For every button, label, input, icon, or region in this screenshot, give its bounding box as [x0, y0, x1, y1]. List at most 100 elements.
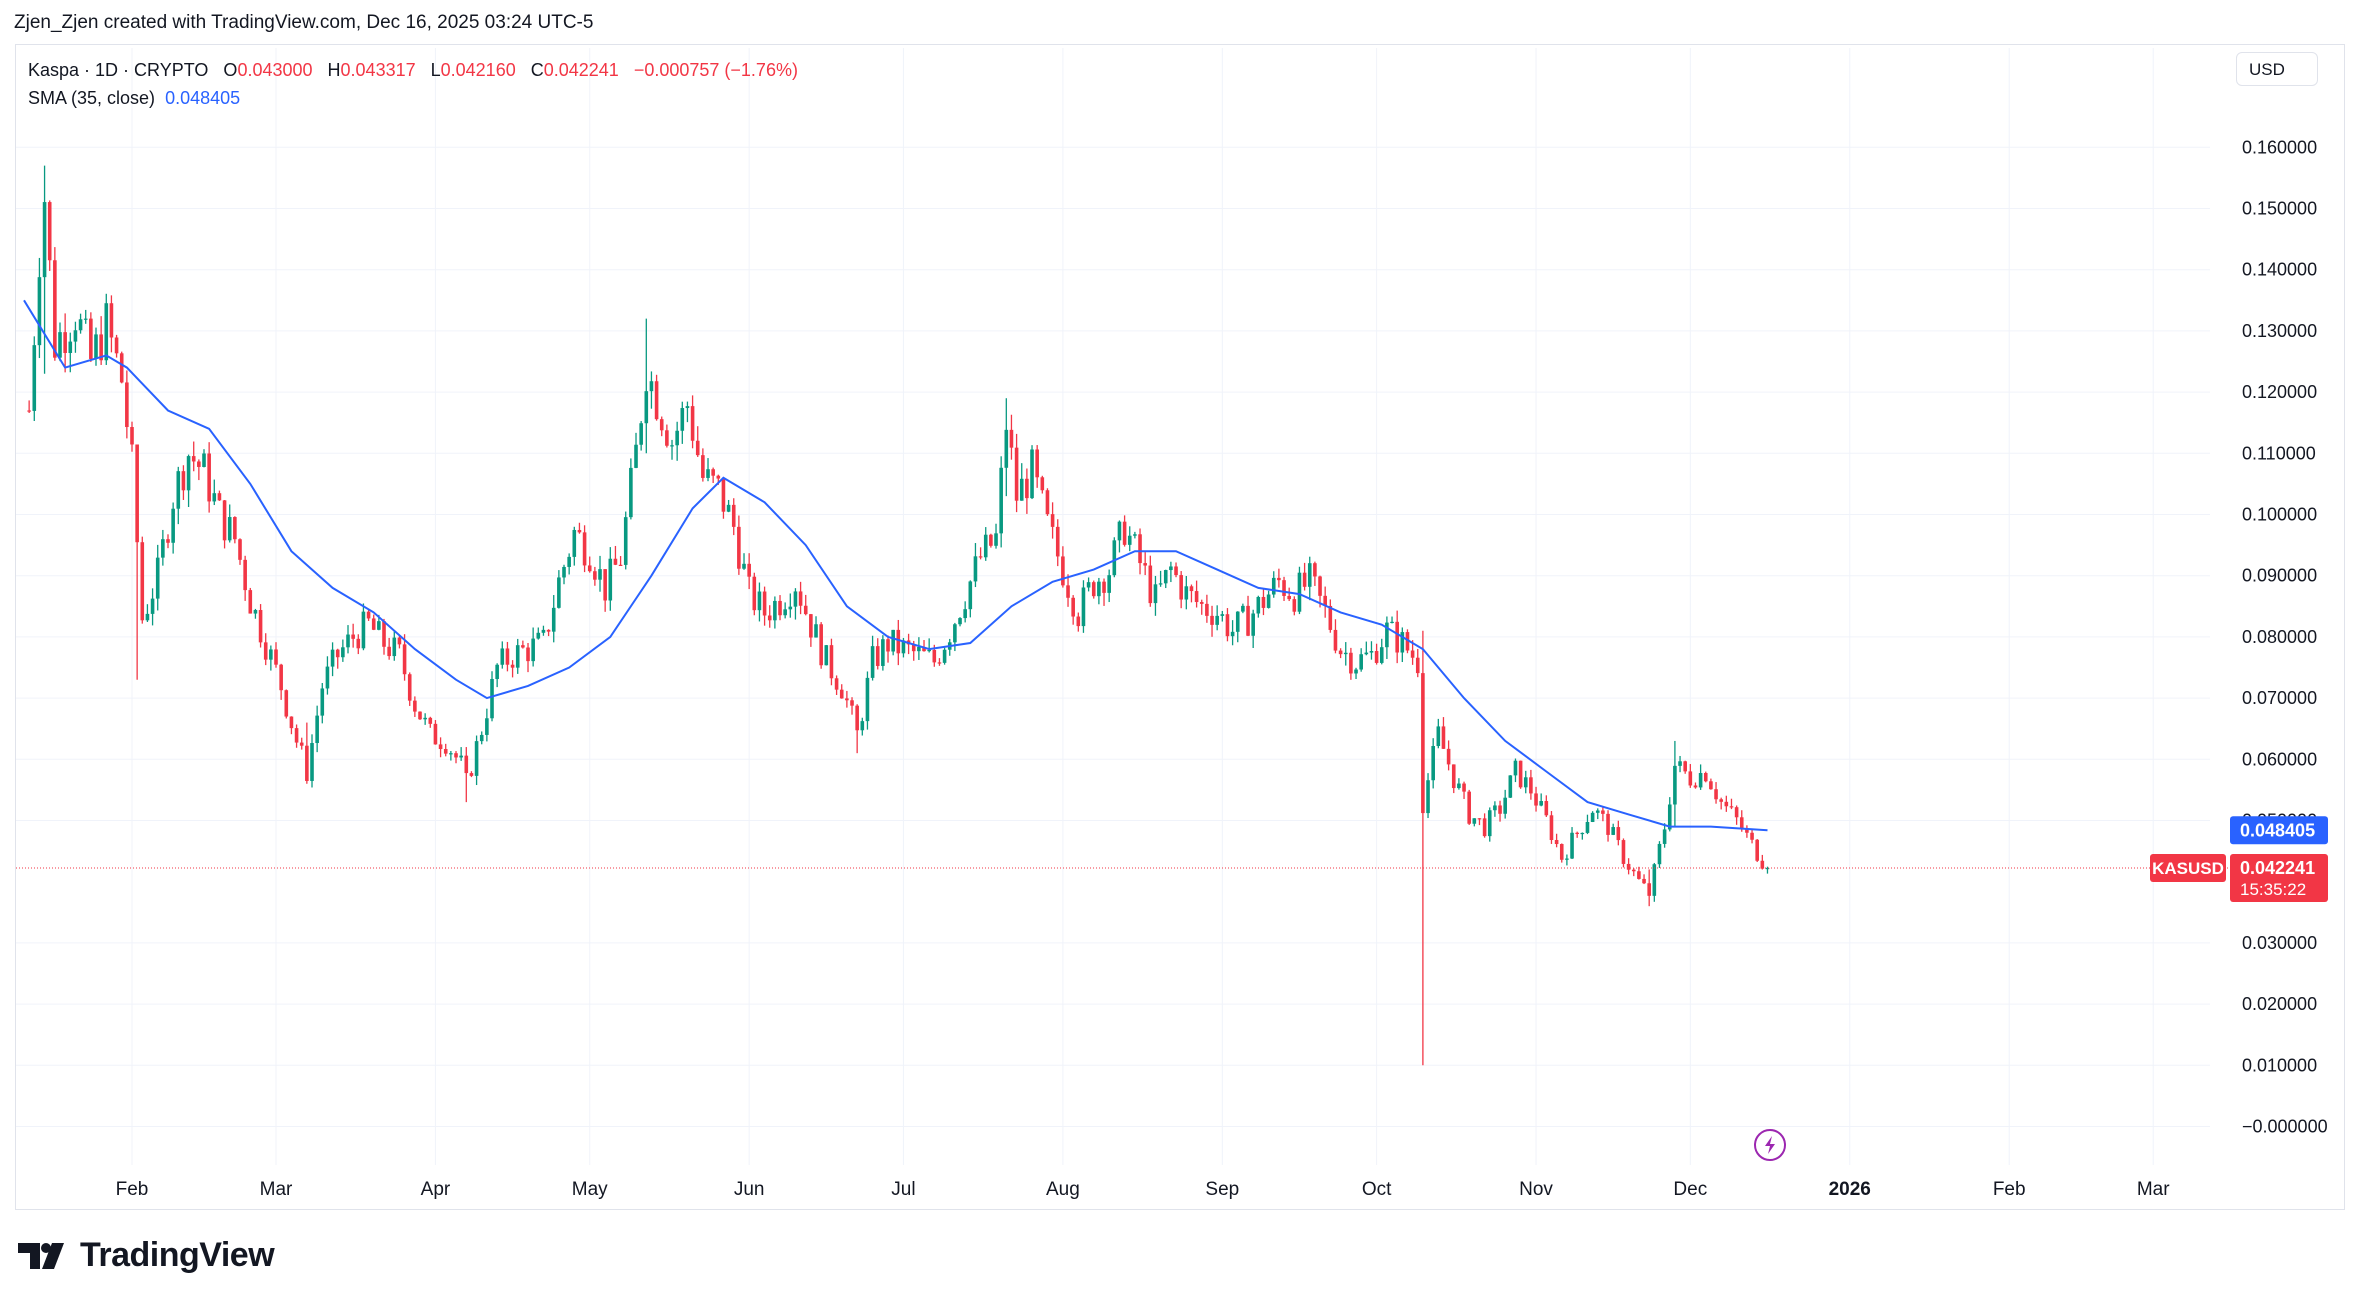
candle-body [392, 637, 397, 657]
candle-body [1205, 603, 1209, 616]
time-axis-label: Dec [1673, 1179, 1707, 1200]
candle-body [78, 319, 83, 331]
candle-body [423, 717, 427, 720]
ohlc-row: Kaspa · 1D · CRYPTO O0.043000 H0.043317 … [28, 56, 798, 84]
candle-body [690, 406, 695, 441]
candle-body [402, 644, 407, 675]
candle-body [670, 445, 674, 447]
candle-body [1595, 810, 1600, 813]
price-tick-label: 0.140000 [2242, 260, 2317, 280]
candle-body [1606, 813, 1610, 835]
candle-body [1318, 576, 1322, 596]
candle-body [433, 723, 438, 745]
candle-body [788, 606, 793, 610]
candle-body [1765, 867, 1770, 870]
candle-body [1040, 477, 1045, 491]
candle-body [819, 624, 823, 666]
candle-body [1709, 781, 1713, 790]
candle-body [1050, 514, 1055, 527]
candle-body [1508, 775, 1513, 798]
candle-body [119, 353, 124, 383]
candle-body [1570, 832, 1574, 859]
candle-body [860, 721, 865, 731]
candle-body [305, 745, 309, 781]
candle-body [428, 717, 433, 724]
candle-body [1194, 591, 1199, 603]
chart-pane[interactable] [15, 44, 2345, 1210]
candle-body [659, 419, 664, 431]
candle-body [927, 649, 931, 652]
high-label: H [327, 60, 341, 80]
candle-body [1292, 599, 1297, 612]
candle-body [593, 571, 597, 580]
candle-body [1436, 726, 1441, 747]
time-axis-label: 2026 [1829, 1179, 1871, 1200]
candle-body [202, 453, 206, 467]
candle-body [675, 430, 679, 446]
candle-body [1030, 449, 1034, 499]
candle-body [1225, 614, 1230, 637]
candle-body [1045, 490, 1050, 515]
candle-body [958, 618, 962, 625]
candle-body [870, 646, 875, 678]
candle-body [155, 557, 160, 599]
candle-body [145, 613, 150, 621]
candle-body [94, 334, 98, 359]
candle-body [104, 303, 109, 361]
symbol-title[interactable]: Kaspa · 1D · CRYPTO [28, 60, 209, 80]
candle-body [1467, 791, 1471, 824]
time-axis-label: Jul [891, 1179, 915, 1200]
symbol-badge-text: KASUSD [2152, 859, 2224, 878]
candle-body [99, 334, 103, 361]
candle-body [644, 391, 649, 424]
candle-body [557, 577, 561, 608]
candle-body [1379, 647, 1384, 663]
candle-body [778, 600, 782, 616]
candle-body [1493, 805, 1497, 811]
candle-body [623, 517, 628, 565]
candle-body [485, 718, 489, 735]
candle-body [464, 755, 469, 774]
candle-body [233, 517, 237, 540]
candle-body [1621, 840, 1626, 864]
candle-body [1657, 843, 1662, 865]
candle-body [1359, 654, 1363, 670]
candle-body [114, 337, 119, 354]
candle-body [618, 564, 623, 566]
candle-body [1014, 447, 1019, 501]
candle-body [1590, 812, 1595, 822]
candle-body [845, 698, 849, 701]
candle-body [613, 558, 618, 565]
candle-body [1750, 832, 1754, 840]
candle-body [968, 581, 973, 610]
low-label: L [430, 60, 441, 80]
candle-body [366, 611, 371, 619]
candle-body [721, 478, 726, 512]
candle-body [1451, 764, 1456, 789]
candle-body [989, 534, 993, 546]
candle-body [505, 648, 510, 665]
tradingview-logo[interactable]: TradingView [18, 1236, 275, 1275]
candle-body [1354, 669, 1358, 674]
sma-label[interactable]: SMA (35, close) [28, 88, 156, 108]
candle-body [1518, 760, 1523, 788]
candle-body [1127, 535, 1132, 545]
candle-body [413, 700, 417, 712]
time-axis-label: Feb [116, 1179, 149, 1200]
candle-body [762, 591, 767, 616]
candle-body [587, 565, 592, 572]
candle-body [1421, 673, 1425, 814]
currency-button[interactable]: USD [2236, 52, 2318, 86]
candle-body [1061, 556, 1065, 586]
candle-body [197, 461, 201, 467]
candle-body [248, 590, 253, 614]
candle-body [212, 493, 217, 502]
candle-body [1277, 577, 1281, 581]
candle-body [757, 591, 762, 611]
candle-body [1266, 594, 1271, 608]
sma-value: 0.048405 [165, 88, 241, 108]
price-tick-label: 0.010000 [2242, 1055, 2317, 1075]
candle-body [865, 677, 870, 722]
candle-body [1647, 883, 1651, 896]
